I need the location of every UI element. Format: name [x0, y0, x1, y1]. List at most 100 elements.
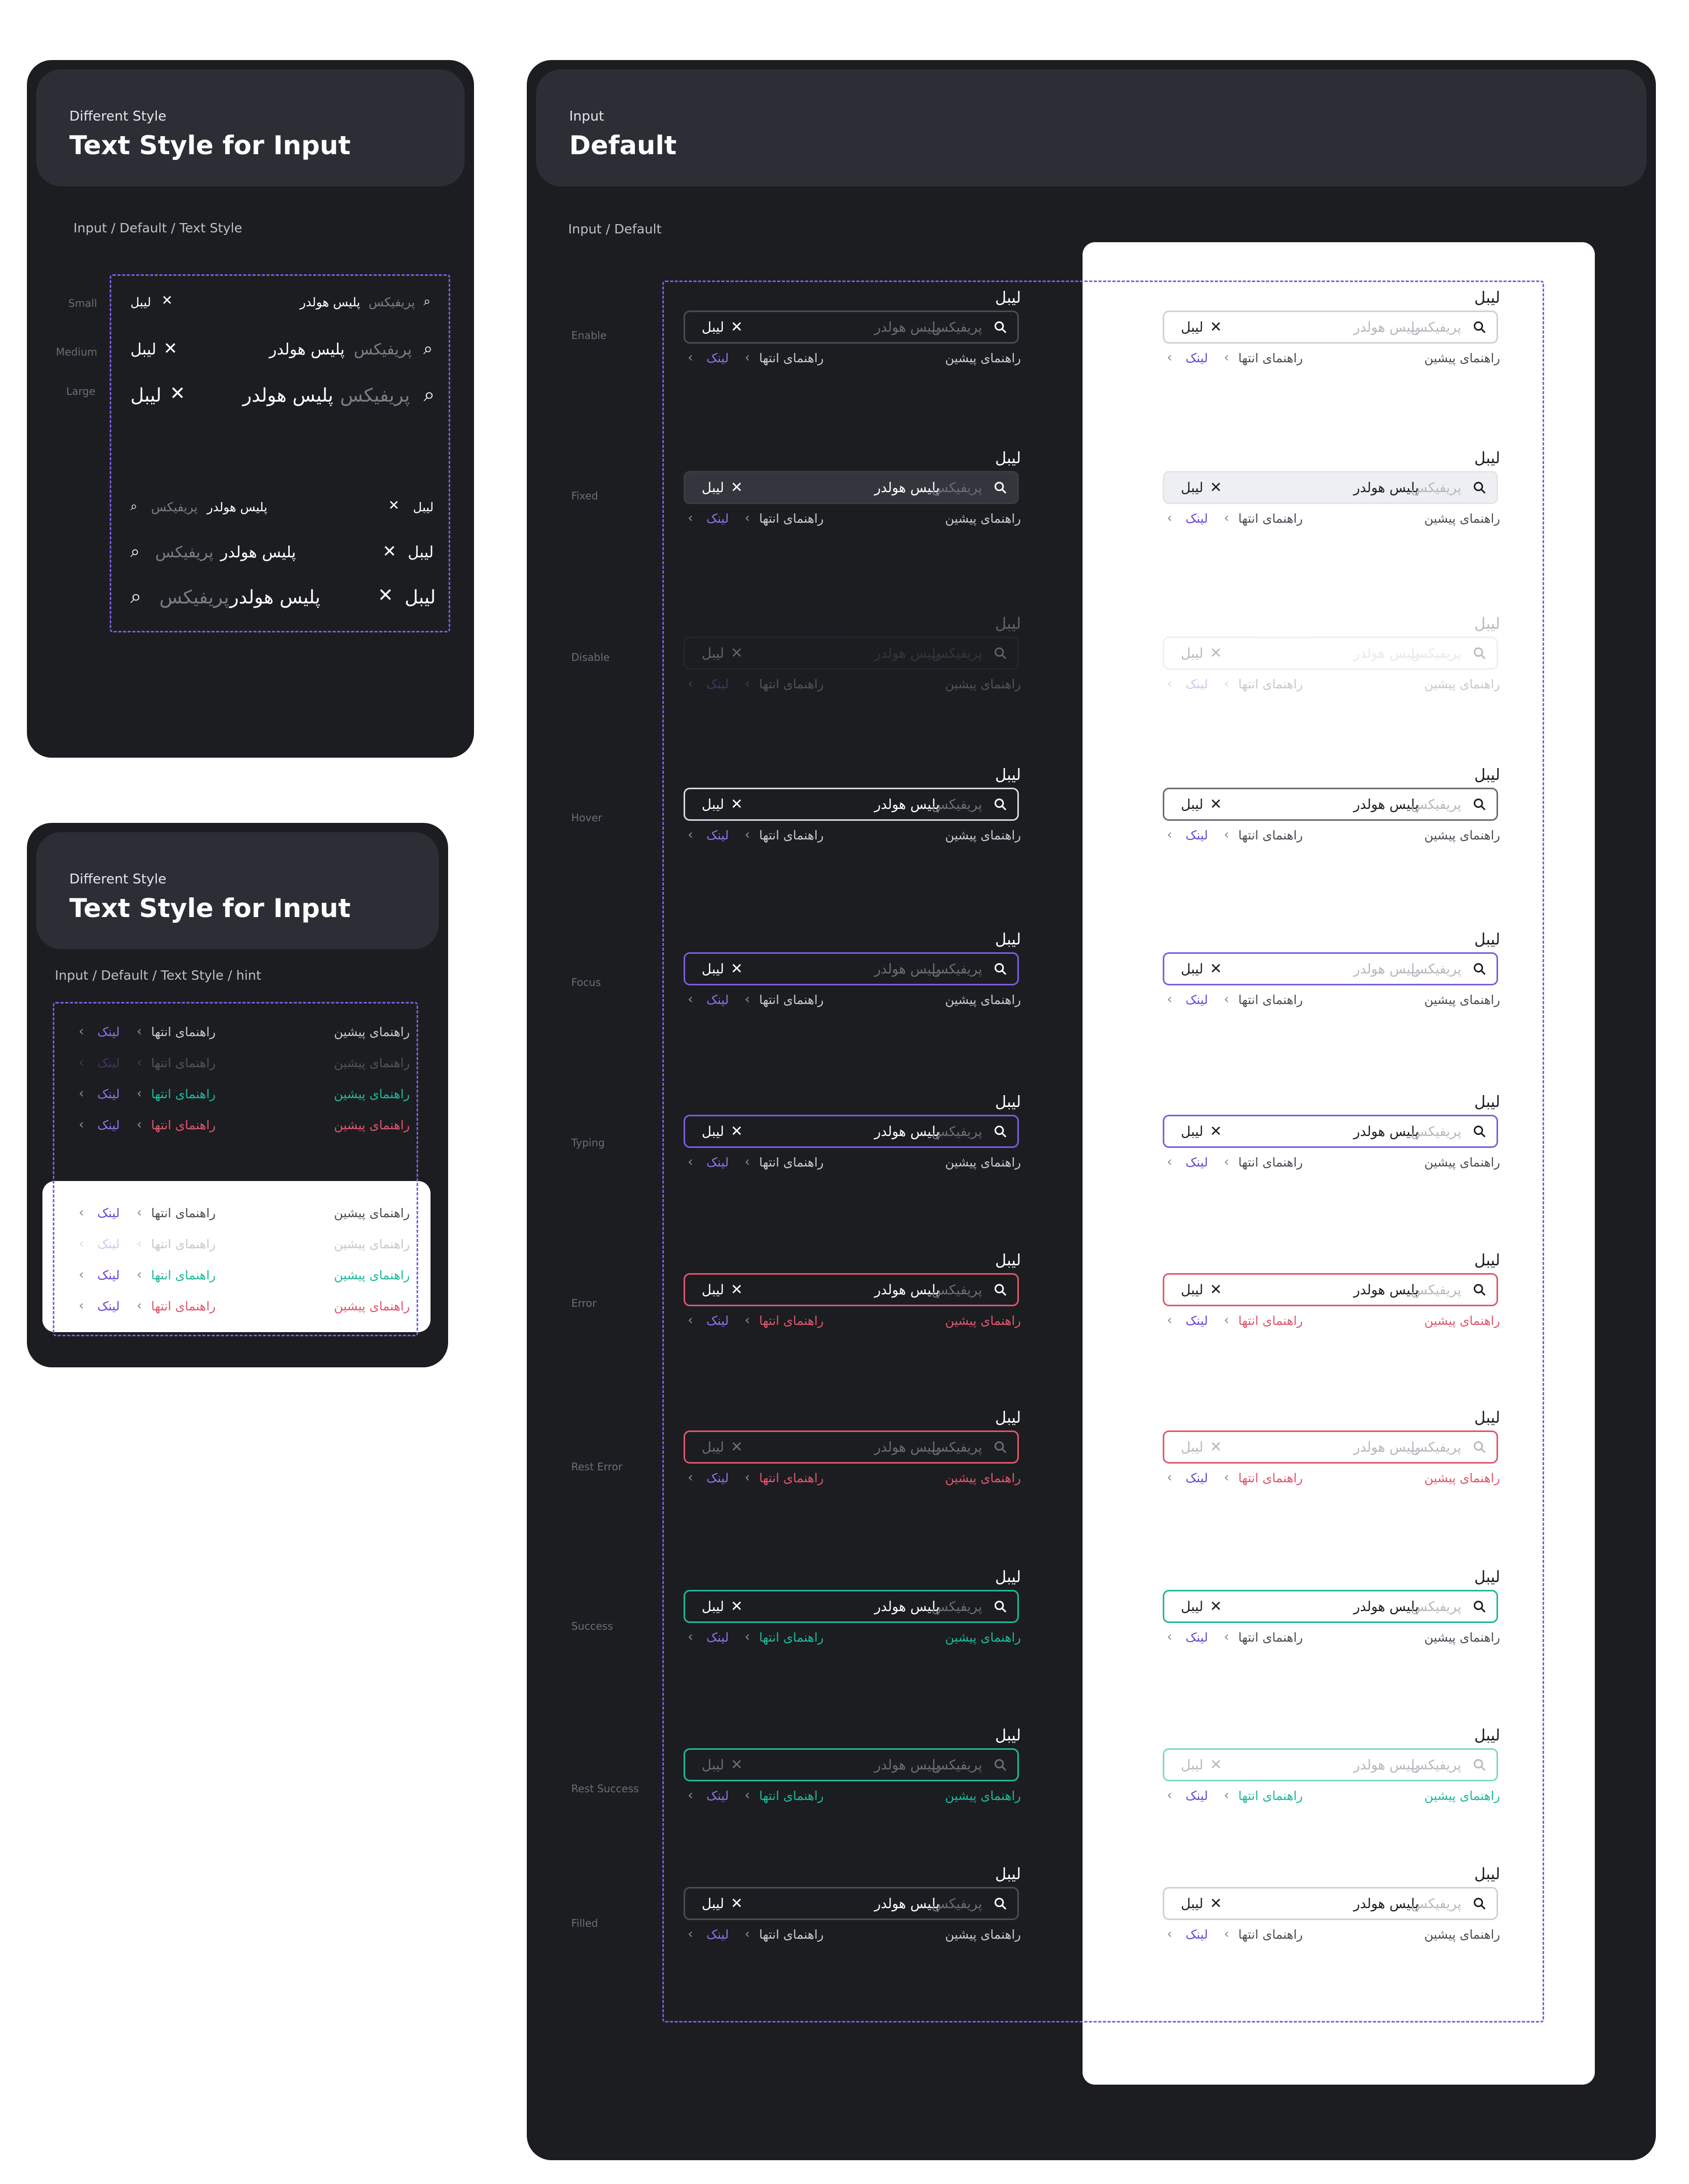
input-box[interactable]: لیبل ✕ پلیس هولدر پریفیکس: [684, 1748, 1019, 1781]
search-icon[interactable]: [1474, 1126, 1483, 1135]
search-icon[interactable]: [1474, 647, 1483, 657]
input-success-light[interactable]: لیبل لیبل ✕ پلیس هولدر پریفیکس راهنمای پیشین ‹…: [1163, 1568, 1500, 1651]
search-icon[interactable]: ⌕: [423, 383, 435, 406]
input-box[interactable]: لیبل ✕ پلیس هولدر پریفیکس: [684, 1430, 1019, 1464]
close-icon[interactable]: ✕: [164, 338, 177, 358]
input-enable-light[interactable]: لیبل لیبل ✕ پلیس هولدر پریفیکس راهنمای پیشین ‹…: [1163, 289, 1500, 372]
search-icon[interactable]: [995, 1759, 1004, 1768]
close-icon[interactable]: ✕: [731, 479, 743, 496]
search-icon[interactable]: [995, 963, 1004, 972]
hint-link[interactable]: لینک: [1186, 1630, 1208, 1645]
hint-link[interactable]: لینک: [1186, 1789, 1208, 1803]
search-icon[interactable]: ⌕: [130, 499, 138, 513]
close-icon[interactable]: ✕: [377, 585, 393, 606]
hint-link[interactable]: لینک: [97, 1268, 120, 1282]
hint-link[interactable]: لینک: [706, 511, 729, 526]
close-icon[interactable]: ✕: [1210, 1756, 1222, 1773]
input-rest-success-light[interactable]: لیبل لیبل ✕ پلیس هولدر پریفیکس راهنمای پیشین ‹…: [1163, 1726, 1500, 1809]
hint-link[interactable]: لینک: [706, 1155, 729, 1170]
close-icon[interactable]: ✕: [161, 293, 173, 308]
hint-link[interactable]: لینک: [1186, 1314, 1208, 1328]
close-icon[interactable]: ✕: [731, 960, 743, 977]
hint-link[interactable]: لینک: [1186, 677, 1208, 691]
input-filled-light[interactable]: لیبل لیبل ✕ پلیس هولدر پریفیکس راهنمای پیشین ‹…: [1163, 1865, 1500, 1948]
input-box[interactable]: لیبل ✕ پلیس هولدر پریفیکس: [1163, 952, 1498, 985]
search-icon[interactable]: [995, 799, 1004, 808]
input-success-dark[interactable]: لیبل لیبل ✕ پلیس هولدر پریفیکس راهنمای پیشین ‹…: [684, 1568, 1021, 1651]
input-box[interactable]: لیبل ✕ پلیس هولدر پریفیکس: [1163, 1115, 1498, 1148]
search-icon[interactable]: [1474, 1284, 1483, 1293]
input-box[interactable]: لیبل ✕ پلیس هولدر پریفیکس: [684, 1887, 1019, 1920]
hint-link[interactable]: لینک: [1186, 993, 1208, 1007]
input-box[interactable]: لیبل ✕ پلیس هولدر پریفیکس: [1163, 471, 1498, 504]
search-icon[interactable]: [995, 321, 1004, 331]
search-icon[interactable]: [995, 1898, 1004, 1907]
input-rest-error-dark[interactable]: لیبل لیبل ✕ پلیس هولدر پریفیکس راهنمای پیشین ‹…: [684, 1409, 1021, 1492]
search-icon[interactable]: [1474, 1898, 1483, 1907]
close-icon[interactable]: ✕: [1210, 479, 1222, 496]
hint-link[interactable]: لینک: [706, 993, 729, 1007]
search-icon[interactable]: [995, 482, 1004, 491]
search-icon[interactable]: [995, 647, 1004, 657]
input-typing-light[interactable]: لیبل لیبل ✕ پلیس هولدر پریفیکس راهنمای پیشین ‹…: [1163, 1093, 1500, 1176]
input-box[interactable]: لیبل ✕ پلیس هولدر پریفیکس: [1163, 637, 1498, 670]
input-rest-error-light[interactable]: لیبل لیبل ✕ پلیس هولدر پریفیکس راهنمای پیشین ‹…: [1163, 1409, 1500, 1492]
hint-link[interactable]: لینک: [1186, 351, 1208, 365]
hint-link[interactable]: لینک: [97, 1118, 120, 1132]
search-icon[interactable]: ⌕: [423, 294, 431, 308]
input-box[interactable]: لیبل ✕ پلیس هولدر پریفیکس: [684, 952, 1019, 985]
hint-link[interactable]: لینک: [1186, 511, 1208, 526]
input-box[interactable]: لیبل ✕ پلیس هولدر پریفیکس: [1163, 1748, 1498, 1781]
close-icon[interactable]: ✕: [1210, 1281, 1222, 1298]
hint-link[interactable]: لینک: [706, 351, 729, 365]
input-error-dark[interactable]: لیبل لیبل ✕ پلیس هولدر پریفیکس راهنمای پیشین ‹…: [684, 1251, 1021, 1334]
input-box[interactable]: لیبل ✕ پلیس هولدر پریفیکس: [684, 1115, 1019, 1148]
input-rest-success-dark[interactable]: لیبل لیبل ✕ پلیس هولدر پریفیکس راهنمای پیشین ‹…: [684, 1726, 1021, 1809]
hint-link[interactable]: لینک: [97, 1056, 120, 1070]
hint-link[interactable]: لینک: [706, 1471, 729, 1485]
input-box[interactable]: لیبل ✕ پلیس هولدر پریفیکس: [684, 471, 1019, 504]
input-error-light[interactable]: لیبل لیبل ✕ پلیس هولدر پریفیکس راهنمای پیشین ‹…: [1163, 1251, 1500, 1334]
input-filled-dark[interactable]: لیبل لیبل ✕ پلیس هولدر پریفیکس راهنمای پیشین ‹…: [684, 1865, 1021, 1948]
input-box[interactable]: لیبل ✕ پلیس هولدر پریفیکس: [684, 311, 1019, 344]
close-icon[interactable]: ✕: [731, 1281, 743, 1298]
search-icon[interactable]: [1474, 1601, 1483, 1610]
input-box[interactable]: لیبل ✕ پلیس هولدر پریفیکس: [684, 1590, 1019, 1623]
hint-link[interactable]: لینک: [97, 1206, 120, 1220]
hint-link[interactable]: لینک: [1186, 1471, 1208, 1485]
close-icon[interactable]: ✕: [731, 318, 743, 335]
hint-link[interactable]: لینک: [97, 1025, 120, 1039]
input-fixed-dark[interactable]: لیبل لیبل ✕ پلیس هولدر پریفیکس راهنمای پیشین ‹…: [684, 449, 1021, 532]
close-icon[interactable]: ✕: [1210, 1438, 1222, 1455]
hint-link[interactable]: لینک: [706, 1789, 729, 1803]
input-box[interactable]: لیبل ✕ پلیس هولدر پریفیکس: [684, 788, 1019, 821]
input-large-ltr[interactable]: ⌕ پریفیکس پلیس هولدر ✕ لیبل: [130, 585, 436, 613]
search-icon[interactable]: [995, 1126, 1004, 1135]
input-medium-rtl[interactable]: لیبل ✕ پلیس هولدر پریفیکس ⌕: [130, 338, 433, 363]
search-icon[interactable]: [1474, 482, 1483, 491]
hint-link[interactable]: لینک: [1186, 1927, 1208, 1942]
input-enable-dark[interactable]: لیبل لیبل ✕ پلیس هولدر پریفیکس راهنمای پیشین ‹…: [684, 289, 1021, 372]
close-icon[interactable]: ✕: [1210, 644, 1222, 661]
input-box[interactable]: لیبل ✕ پلیس هولدر پریفیکس: [1163, 1887, 1498, 1920]
search-icon[interactable]: [1474, 963, 1483, 972]
search-icon[interactable]: ⌕: [423, 338, 433, 358]
input-box[interactable]: لیبل ✕ پلیس هولدر پریفیکس: [1163, 311, 1498, 344]
search-icon[interactable]: [995, 1284, 1004, 1293]
close-icon[interactable]: ✕: [731, 644, 743, 661]
input-box[interactable]: لیبل ✕ پلیس هولدر پریفیکس: [684, 637, 1019, 670]
input-large-rtl[interactable]: لیبل ✕ پلیس هولدر پریفیکس ⌕: [130, 383, 435, 411]
close-icon[interactable]: ✕: [1210, 795, 1222, 813]
close-icon[interactable]: ✕: [731, 1598, 743, 1615]
close-icon[interactable]: ✕: [1210, 318, 1222, 335]
input-disable-light[interactable]: لیبل لیبل ✕ پلیس هولدر پریفیکس راهنمای پیشین ‹…: [1163, 615, 1500, 698]
hint-link[interactable]: لینک: [706, 1314, 729, 1328]
search-icon[interactable]: [1474, 1759, 1483, 1768]
close-icon[interactable]: ✕: [731, 1123, 743, 1140]
hint-link[interactable]: لینک: [706, 1927, 729, 1942]
hint-link[interactable]: لینک: [1186, 828, 1208, 843]
input-focus-dark[interactable]: لیبل لیبل ✕ پلیس هولدر پریفیکس راهنمای پیشین ‹…: [684, 931, 1021, 1013]
search-icon[interactable]: [1474, 321, 1483, 331]
close-icon[interactable]: ✕: [731, 795, 743, 813]
hint-link[interactable]: لینک: [706, 677, 729, 691]
